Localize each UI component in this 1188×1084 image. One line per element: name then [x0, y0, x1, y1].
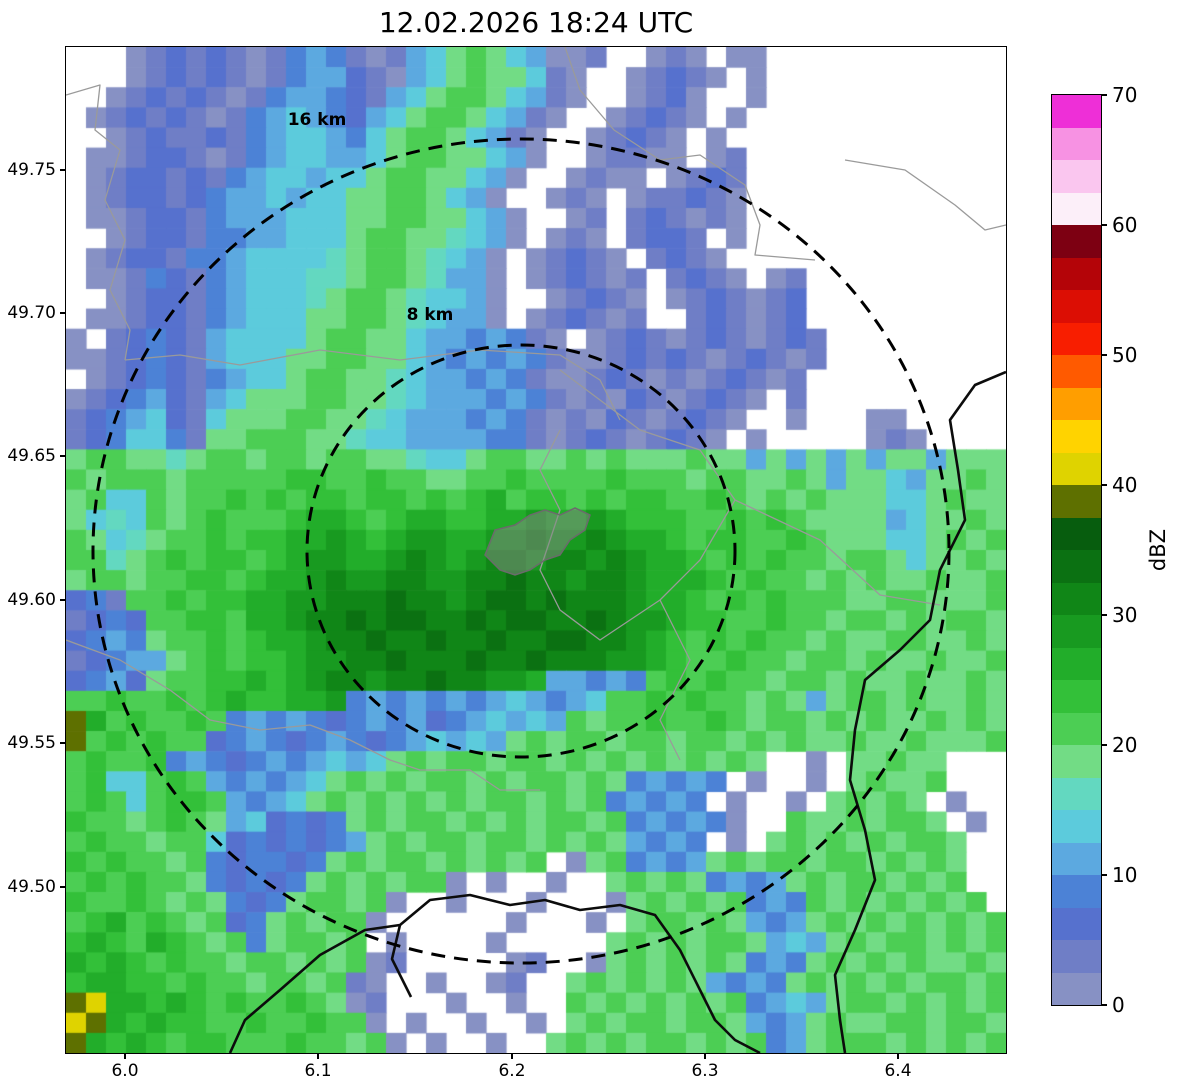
y-tick-mark	[60, 169, 66, 171]
y-tick-label: 49.70	[7, 303, 56, 323]
colorbar-segment	[1052, 842, 1101, 875]
colorbar-tick-mark	[1101, 614, 1107, 616]
colorbar-tick-mark	[1101, 744, 1107, 746]
range-rings: 16 km 8 km	[91, 110, 951, 965]
colorbar-segment	[1052, 485, 1101, 518]
y-tick-mark	[60, 599, 66, 601]
colorbar-segment	[1052, 257, 1101, 290]
city-outline	[484, 507, 591, 576]
admin-boundary	[539, 369, 736, 641]
colorbar-tick-mark	[1101, 224, 1107, 226]
x-tick-mark	[124, 1053, 126, 1059]
admin-boundary	[734, 499, 941, 606]
colorbar-tick-label: 20	[1112, 733, 1138, 757]
colorbar-segment	[1052, 160, 1101, 193]
colorbar-tick-label: 70	[1112, 83, 1138, 107]
y-tick-mark	[60, 886, 66, 888]
colorbar-tick-mark	[1101, 354, 1107, 356]
colorbar-tick-mark	[1101, 484, 1107, 486]
admin-boundary	[124, 349, 621, 421]
y-tick-label: 49.60	[7, 590, 56, 610]
colorbar-segment	[1052, 550, 1101, 583]
y-tick-mark	[60, 455, 66, 457]
colorbar-tick-label: 30	[1112, 603, 1138, 627]
colorbar-segment	[1052, 972, 1101, 1005]
colorbar-segment	[1052, 127, 1101, 160]
x-tick-mark	[704, 1053, 706, 1059]
colorbar-segment	[1052, 615, 1101, 648]
colorbar-segment	[1052, 680, 1101, 713]
x-tick-mark	[897, 1053, 899, 1059]
colorbar-segment	[1052, 355, 1101, 388]
x-tick-label: 6.4	[884, 1061, 912, 1081]
colorbar-tick-label: 0	[1112, 993, 1125, 1017]
y-tick-label: 49.75	[7, 160, 56, 180]
colorbar-segment	[1052, 420, 1101, 453]
x-tick-mark	[511, 1053, 513, 1059]
colorbar-tick-mark	[1101, 94, 1107, 96]
map-overlay: 16 km 8 km	[66, 47, 1006, 1053]
colorbar-tick-label: 60	[1112, 213, 1138, 237]
colorbar-segment	[1052, 95, 1101, 128]
y-tick-label: 49.65	[7, 446, 56, 466]
colorbar-segment	[1052, 582, 1101, 615]
colorbar-segment	[1052, 745, 1101, 778]
range-ring-label-1: 8 km	[407, 305, 454, 325]
colorbar-segment	[1052, 647, 1101, 680]
colorbar-tick-label: 40	[1112, 473, 1138, 497]
x-tick-label: 6.1	[304, 1061, 332, 1081]
colorbar-segment	[1052, 452, 1101, 485]
colorbar-segment	[1052, 322, 1101, 355]
range-ring-label-0: 16 km	[288, 110, 347, 130]
river-border-east	[833, 370, 1006, 1053]
colorbar-segment	[1052, 290, 1101, 323]
colorbar-gradient	[1051, 94, 1102, 1006]
colorbar-segment	[1052, 777, 1101, 810]
admin-boundary	[564, 47, 816, 261]
range-ring-0	[91, 137, 951, 965]
colorbar-segment	[1052, 907, 1101, 940]
x-tick-label: 6.3	[691, 1061, 719, 1081]
colorbar-segment	[1052, 517, 1101, 550]
x-tick-label: 6.0	[111, 1061, 139, 1081]
colorbar-tick-mark	[1101, 874, 1107, 876]
admin-boundary	[659, 599, 691, 761]
colorbar-tick-label: 10	[1112, 863, 1138, 887]
colorbar-segment	[1052, 387, 1101, 420]
colorbar-segment	[1052, 810, 1101, 843]
x-tick-mark	[317, 1053, 319, 1059]
country-borders	[228, 370, 1006, 1053]
colorbar-segment	[1052, 712, 1101, 745]
colorbar-tick-label: 50	[1112, 343, 1138, 367]
country-border-spur	[390, 924, 413, 998]
map-panel: 16 km 8 km	[65, 46, 1007, 1054]
colorbar-unit-label: dBZ	[1146, 528, 1170, 572]
range-ring-1	[305, 343, 737, 759]
admin-boundary	[844, 159, 1006, 231]
x-tick-label: 6.2	[498, 1061, 526, 1081]
colorbar-segment	[1052, 225, 1101, 258]
admin-boundaries	[66, 47, 1006, 791]
y-tick-label: 49.50	[7, 877, 56, 897]
colorbar-segment	[1052, 875, 1101, 908]
country-border-south	[228, 893, 761, 1053]
colorbar-tick-mark	[1101, 1004, 1107, 1006]
y-tick-label: 49.55	[7, 733, 56, 753]
admin-boundary	[66, 84, 131, 361]
y-tick-mark	[60, 312, 66, 314]
plot-title: 12.02.2026 18:24 UTC	[378, 6, 694, 39]
colorbar-segment	[1052, 192, 1101, 225]
admin-boundary	[66, 639, 540, 791]
colorbar-segment	[1052, 940, 1101, 973]
y-tick-mark	[60, 742, 66, 744]
